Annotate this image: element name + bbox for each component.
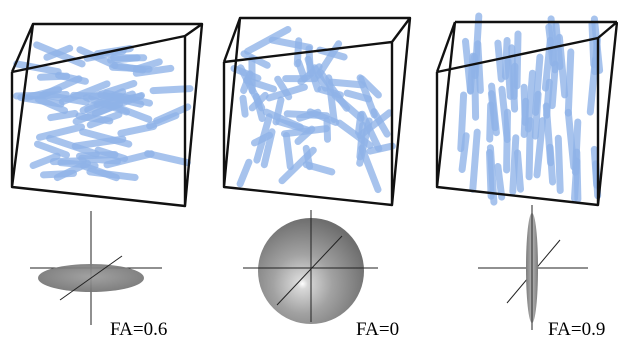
- fiber-rods-vertical: [457, 12, 604, 206]
- fiber-rod: [253, 113, 273, 164]
- fiber-rod: [524, 69, 536, 133]
- fiber-rod: [336, 119, 374, 149]
- fiber-rod: [458, 132, 470, 173]
- ellipsoid-planar: [30, 211, 162, 325]
- fiber-rod: [282, 132, 294, 171]
- fiber-box-planar: [10, 22, 204, 208]
- fiber-rod: [240, 50, 271, 69]
- fiber-rod: [494, 163, 506, 201]
- fiber-rod: [531, 90, 542, 140]
- fiber-rod: [554, 134, 564, 194]
- fiber-rod: [43, 44, 74, 61]
- fiber-rod: [356, 74, 378, 119]
- fiber-rod: [366, 142, 396, 155]
- fiber-rod: [469, 128, 481, 193]
- panel-planar: FA=0.6: [10, 22, 204, 340]
- fiber-rod: [513, 30, 522, 90]
- cube-wireframe-isotropic: [222, 16, 412, 207]
- fiber-rod: [82, 94, 130, 116]
- fiber-rod: [302, 161, 336, 176]
- fiber-rod: [471, 53, 480, 121]
- fiber-rod: [487, 90, 499, 132]
- fiber-rod: [494, 39, 505, 83]
- fiber-rod: [111, 62, 147, 74]
- panel-isotropic: FA=0: [222, 16, 412, 340]
- fiber-rod: [236, 158, 253, 188]
- fiber-rod: [244, 26, 292, 55]
- fiber-rod: [358, 110, 383, 153]
- fiber-rod: [272, 96, 285, 126]
- fiber-rod: [520, 97, 530, 138]
- fa-label-isotropic: FA=0: [356, 319, 399, 340]
- ellipsoid-vertical: [478, 205, 588, 330]
- fiber-rod: [34, 140, 70, 159]
- fiber-rod: [283, 110, 331, 120]
- fiber-rod: [486, 149, 495, 200]
- fiber-rod: [132, 64, 175, 77]
- fiber-rod: [103, 150, 155, 169]
- fiber-rod: [457, 91, 468, 153]
- fiber-rod: [75, 112, 114, 125]
- fiber-rod: [47, 110, 79, 122]
- fiber-rod: [328, 78, 366, 89]
- fiber-rod: [564, 48, 575, 117]
- fiber-rod: [564, 108, 578, 171]
- fiber-rod: [57, 159, 99, 170]
- fa-label-planar: FA=0.6: [110, 319, 167, 340]
- fiber-rod: [29, 152, 61, 169]
- fiber-rod: [76, 46, 119, 70]
- fiber-box-isotropic: [222, 16, 412, 207]
- fiber-rod: [498, 85, 511, 143]
- fiber-rod: [107, 54, 141, 64]
- fiber-rod: [146, 112, 180, 130]
- fiber-rod: [573, 148, 582, 203]
- fiber-rod: [509, 134, 520, 196]
- fiber-rods-planar: [13, 41, 194, 182]
- fiber-rod: [86, 168, 139, 181]
- cube-wireframe-vertical: [435, 20, 618, 207]
- fiber-rod: [94, 146, 129, 163]
- fiber-rod: [248, 91, 269, 112]
- panel-vertical: FA=0.9: [435, 12, 618, 340]
- fiber-rod: [79, 128, 133, 148]
- fiber-rod: [102, 89, 153, 107]
- fiber-box-vertical: [435, 12, 618, 207]
- fiber-rods-isotropic: [230, 26, 396, 194]
- ellipsoid-isotropic: [243, 210, 378, 324]
- fiber-rod: [265, 83, 308, 102]
- fiber-rod: [275, 118, 311, 134]
- fiber-rod: [474, 40, 484, 94]
- fiber-rod: [547, 15, 559, 74]
- axis-depth: [59, 255, 123, 301]
- axis-depth: [276, 235, 343, 306]
- fiber-rod: [533, 117, 546, 179]
- fiber-rod: [260, 128, 276, 169]
- fiber-rod: [546, 143, 557, 186]
- fiber-rod: [36, 123, 85, 141]
- cube-wireframe-planar: [10, 22, 204, 208]
- fiber-rod: [268, 36, 314, 51]
- fa-label-vertical: FA=0.9: [548, 319, 605, 340]
- fiber-rod: [239, 94, 249, 118]
- fiber-rod: [514, 149, 524, 193]
- fiber-rod: [243, 76, 277, 93]
